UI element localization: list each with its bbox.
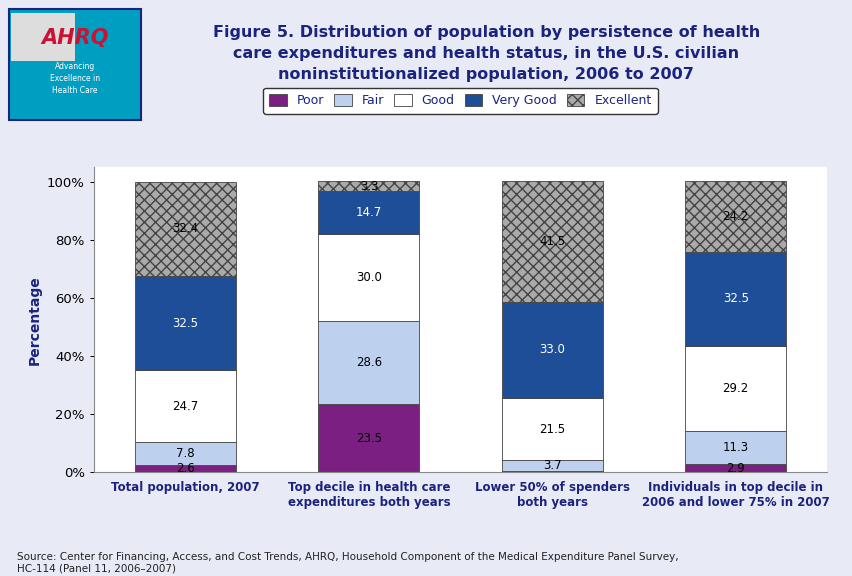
Y-axis label: Percentage: Percentage [27, 275, 42, 365]
Text: 30.0: 30.0 [355, 271, 382, 284]
Text: 3.7: 3.7 [543, 459, 561, 472]
Text: 28.6: 28.6 [355, 356, 382, 369]
Text: 29.2: 29.2 [722, 382, 748, 395]
Text: 21.5: 21.5 [538, 423, 565, 435]
Bar [501, 302, 602, 398]
Text: 11.3: 11.3 [722, 441, 748, 454]
Bar [135, 181, 236, 276]
Bar [318, 321, 419, 404]
Bar [318, 181, 419, 191]
Legend: Poor, Fair, Good, Very Good, Excellent: Poor, Fair, Good, Very Good, Excellent [263, 88, 657, 113]
Bar [684, 252, 786, 346]
Bar [318, 191, 419, 234]
Text: 23.5: 23.5 [355, 431, 382, 445]
Bar [501, 398, 602, 460]
Text: 32.4: 32.4 [172, 222, 199, 235]
Bar [135, 276, 236, 370]
Text: 32.5: 32.5 [172, 317, 199, 329]
Text: 41.5: 41.5 [538, 235, 565, 248]
Text: 32.5: 32.5 [722, 293, 748, 305]
Bar [501, 471, 602, 472]
FancyBboxPatch shape [9, 9, 141, 120]
Bar [501, 460, 602, 471]
Text: Source: Center for Financing, Access, and Cost Trends, AHRQ, Household Component: Source: Center for Financing, Access, an… [17, 552, 678, 573]
Text: 7.8: 7.8 [176, 447, 194, 460]
Bar [318, 234, 419, 321]
Text: Figure 5. Distribution of population by persistence of health
care expenditures : Figure 5. Distribution of population by … [212, 25, 759, 82]
Bar [318, 404, 419, 472]
Text: 24.7: 24.7 [172, 400, 199, 412]
Text: 14.7: 14.7 [355, 206, 382, 219]
FancyBboxPatch shape [11, 13, 75, 61]
Text: 3.3: 3.3 [360, 180, 377, 192]
Bar [501, 181, 602, 302]
Text: 2.9: 2.9 [726, 461, 744, 475]
Text: AHRQ: AHRQ [41, 28, 109, 48]
Bar [684, 464, 786, 472]
Text: 2.6: 2.6 [176, 462, 194, 475]
Bar [684, 181, 786, 252]
Bar [135, 465, 236, 472]
Text: 33.0: 33.0 [538, 343, 565, 357]
Text: Advancing
Excellence in
Health Care: Advancing Excellence in Health Care [50, 62, 100, 95]
Bar [135, 370, 236, 442]
Bar [135, 442, 236, 465]
Bar [684, 431, 786, 464]
Bar [684, 346, 786, 431]
Text: 24.2: 24.2 [722, 210, 748, 223]
